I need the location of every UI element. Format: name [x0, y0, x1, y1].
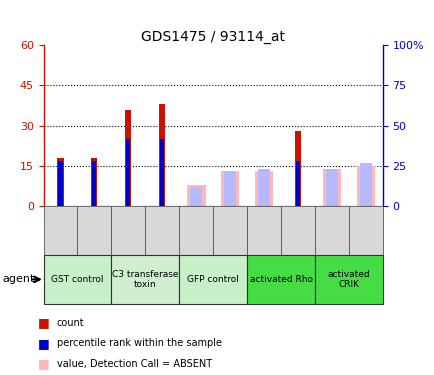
Bar [57, 158, 63, 206]
Text: count: count [56, 318, 84, 327]
Bar [43, 206, 77, 255]
Bar [295, 160, 299, 206]
Text: GFP control: GFP control [187, 275, 239, 284]
Title: GDS1475 / 93114_at: GDS1475 / 93114_at [141, 30, 285, 44]
Bar [314, 206, 348, 255]
Bar [359, 163, 371, 206]
Bar [254, 171, 273, 206]
Text: activated
CRIK: activated CRIK [327, 270, 369, 289]
Bar [213, 206, 247, 255]
Text: ■: ■ [37, 316, 49, 329]
Bar [325, 169, 337, 206]
Text: C3 transferase
toxin: C3 transferase toxin [112, 270, 178, 289]
Bar [257, 169, 270, 206]
Bar [314, 255, 382, 304]
Bar [280, 206, 314, 255]
Bar [125, 110, 131, 206]
Bar [220, 171, 239, 206]
Bar [159, 104, 165, 206]
Bar [58, 160, 62, 206]
Bar [224, 171, 236, 206]
Text: activated Rho: activated Rho [249, 275, 312, 284]
Bar [43, 255, 111, 304]
Bar [187, 185, 205, 206]
Bar [356, 166, 374, 206]
Text: agent: agent [2, 274, 34, 284]
Bar [190, 188, 202, 206]
Bar [294, 131, 300, 206]
Bar [247, 255, 314, 304]
Bar [348, 206, 382, 255]
Bar [145, 206, 179, 255]
Bar [111, 206, 145, 255]
Bar [111, 255, 179, 304]
Bar [160, 139, 164, 206]
Bar [179, 206, 213, 255]
Bar [77, 206, 111, 255]
Text: percentile rank within the sample: percentile rank within the sample [56, 338, 221, 348]
Text: ■: ■ [37, 337, 49, 350]
Bar [126, 139, 130, 206]
Bar [247, 206, 280, 255]
Bar [92, 160, 96, 206]
Text: GST control: GST control [51, 275, 103, 284]
Text: value, Detection Call = ABSENT: value, Detection Call = ABSENT [56, 359, 211, 369]
Bar [322, 169, 340, 206]
Text: ■: ■ [37, 357, 49, 370]
Bar [179, 255, 247, 304]
Bar [91, 158, 97, 206]
